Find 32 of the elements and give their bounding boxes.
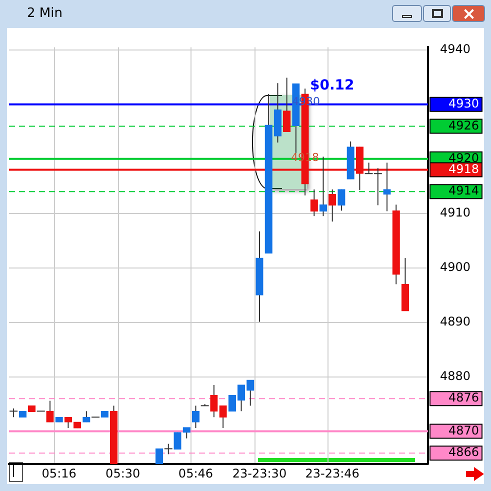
candlestick bbox=[338, 188, 346, 212]
y-tick-label: 4880 bbox=[440, 368, 471, 383]
annotation: 4918 bbox=[291, 150, 319, 164]
annotation: $0.12 bbox=[310, 78, 354, 94]
candlestick bbox=[219, 405, 227, 429]
ref-line-label: 4926 bbox=[448, 118, 479, 132]
candlestick bbox=[164, 443, 173, 455]
y-tick-label: 4900 bbox=[440, 260, 471, 274]
chart-title: 2 Min bbox=[27, 6, 62, 21]
x-tick-label: 05:30 bbox=[106, 466, 140, 480]
candlestick bbox=[228, 395, 236, 412]
candlestick bbox=[328, 188, 336, 222]
ref-line-label: 4930 bbox=[448, 96, 479, 111]
ref-line-label: 4870 bbox=[448, 423, 479, 438]
candlestick bbox=[246, 380, 254, 406]
ref-line-label: 4866 bbox=[448, 445, 479, 460]
candlestick bbox=[319, 156, 328, 217]
candlestick bbox=[64, 416, 72, 429]
ref-line-label: 4876 bbox=[448, 390, 479, 405]
candlestick bbox=[383, 162, 391, 212]
candlestick bbox=[310, 188, 318, 217]
x-tick-label: 05:16 bbox=[42, 466, 76, 480]
candlestick bbox=[282, 77, 291, 132]
y-tick-label: 4890 bbox=[440, 314, 471, 328]
ref-line-label: 4914 bbox=[448, 184, 479, 198]
x-tick-label: 23-23:30 bbox=[232, 466, 287, 480]
y-tick-label: 4940 bbox=[440, 42, 471, 56]
y-tick-label: 4910 bbox=[440, 206, 471, 220]
x-tick-label: 05:46 bbox=[178, 466, 214, 480]
candlestick bbox=[237, 384, 246, 412]
candlestick bbox=[155, 448, 164, 464]
x-tick-label: 23-23:46 bbox=[305, 466, 360, 480]
